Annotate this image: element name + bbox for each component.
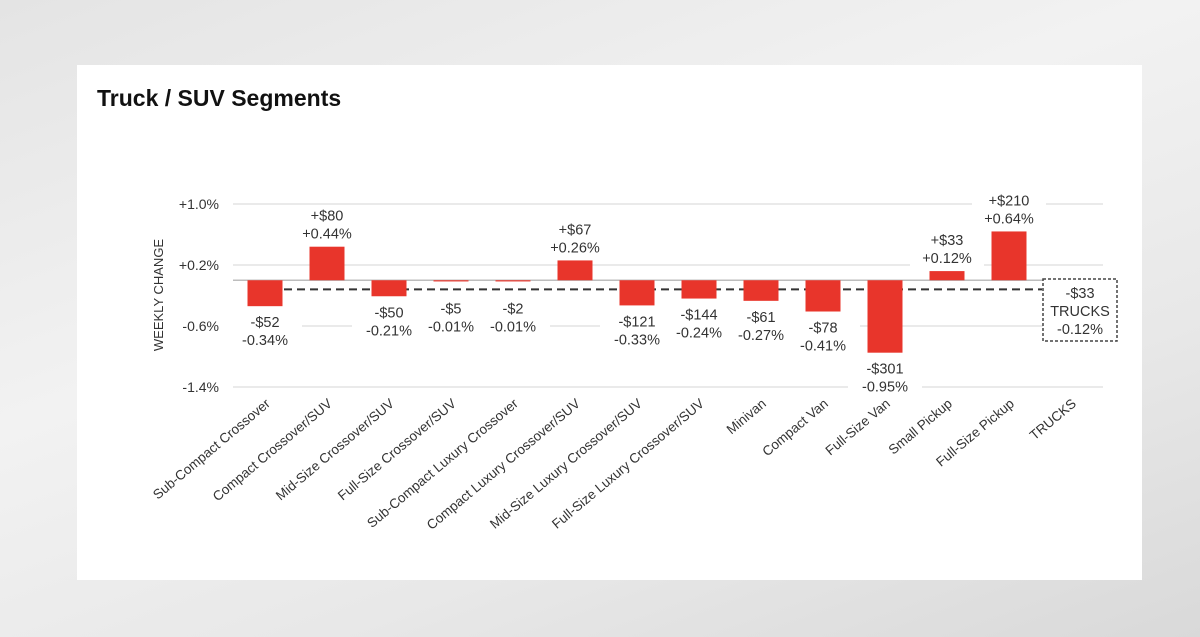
x-tick-label: Minivan xyxy=(724,396,769,437)
x-tick-label: Mid-Size Crossover/SUV xyxy=(273,396,397,503)
x-tick-label: TRUCKS xyxy=(1027,396,1079,443)
data-label-dollar: -$144 xyxy=(680,308,717,324)
bar xyxy=(309,246,345,281)
data-label-pct: +0.44% xyxy=(302,227,352,243)
average-label-dollar: -$33 xyxy=(1065,286,1094,302)
x-tick-label: Full-Size Van xyxy=(823,396,893,458)
data-label-dollar: +$67 xyxy=(559,222,592,238)
bar xyxy=(805,280,841,312)
data-label-dollar: -$121 xyxy=(618,314,655,330)
data-label-bg xyxy=(538,219,612,260)
y-tick-label: -1.4% xyxy=(182,379,219,395)
bar xyxy=(867,280,903,353)
data-label-pct: -0.41% xyxy=(800,339,846,355)
data-label-bg xyxy=(724,306,798,347)
data-label-dollar: +$33 xyxy=(931,233,964,249)
average-label-name: TRUCKS xyxy=(1050,304,1110,320)
data-label-dollar: -$301 xyxy=(866,362,903,378)
data-label-dollar: -$5 xyxy=(441,301,462,317)
bar xyxy=(681,280,717,299)
data-label-bg xyxy=(910,230,984,271)
bar xyxy=(743,280,779,301)
bar xyxy=(495,280,531,282)
data-label-pct: +0.26% xyxy=(550,240,600,256)
data-label-bg xyxy=(290,205,364,246)
data-label-pct: -0.24% xyxy=(676,326,722,342)
data-label-pct: +0.12% xyxy=(922,251,972,267)
data-label-dollar: -$61 xyxy=(746,310,775,326)
bar xyxy=(991,231,1027,281)
data-label-pct: -0.34% xyxy=(242,333,288,349)
data-label-dollar: -$52 xyxy=(250,315,279,331)
x-tick-label: Compact Van xyxy=(759,396,831,459)
data-label-bg xyxy=(848,358,922,399)
data-label-bg xyxy=(786,317,860,358)
data-label-dollar: -$50 xyxy=(374,305,403,321)
y-axis-label: WEEKLY CHANGE xyxy=(151,239,166,352)
average-label-pct: -0.12% xyxy=(1057,322,1103,338)
bar xyxy=(247,280,283,307)
chart-title: Truck / SUV Segments xyxy=(97,85,342,111)
data-label-bg xyxy=(228,312,302,353)
data-label-pct: -0.21% xyxy=(366,323,412,339)
x-tick-label: Compact Crossover/SUV xyxy=(210,396,335,504)
data-label-pct: +0.64% xyxy=(984,211,1034,227)
data-label-pct: -0.01% xyxy=(428,319,474,335)
data-label-bg xyxy=(414,298,488,339)
data-label-bg xyxy=(972,190,1046,231)
data-label-bg xyxy=(662,304,736,345)
data-label-dollar: -$2 xyxy=(503,301,524,317)
data-label-dollar: +$210 xyxy=(989,193,1030,209)
bar xyxy=(433,280,469,282)
data-label-dollar: +$80 xyxy=(311,209,344,225)
y-tick-label: -0.6% xyxy=(182,318,219,334)
average-box xyxy=(1042,278,1118,342)
y-tick-label: +1.0% xyxy=(179,196,219,212)
bar xyxy=(929,271,965,281)
x-tick-label: Sub-Compact Crossover xyxy=(150,395,273,502)
bar xyxy=(619,280,655,306)
x-tick-label: Full-Size Crossover/SUV xyxy=(335,396,459,503)
y-tick-label: +0.2% xyxy=(179,257,219,273)
data-label-bg xyxy=(352,302,426,343)
bar xyxy=(371,280,407,297)
data-label-pct: -0.33% xyxy=(614,332,660,348)
data-label-dollar: -$78 xyxy=(808,321,837,337)
bar xyxy=(557,260,593,281)
data-label-bg xyxy=(476,298,550,339)
data-label-pct: -0.27% xyxy=(738,328,784,344)
data-label-pct: -0.95% xyxy=(862,380,908,396)
data-label-pct: -0.01% xyxy=(490,319,536,335)
data-label-bg xyxy=(600,311,674,352)
